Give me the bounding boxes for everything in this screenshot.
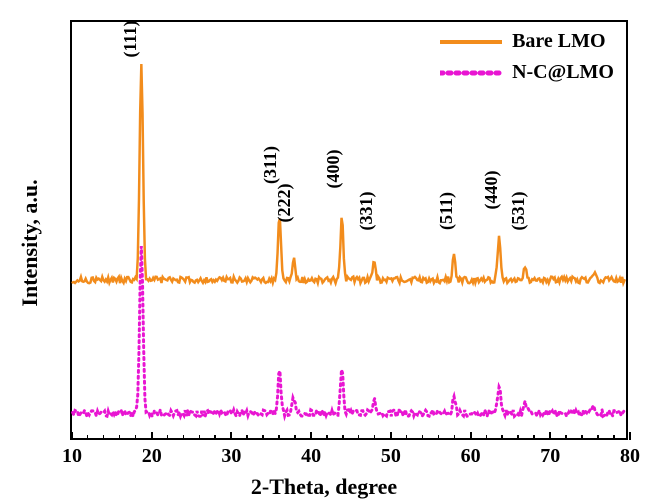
legend-label-bare-lmo: Bare LMO	[512, 30, 606, 53]
x-tick-major	[470, 432, 472, 440]
x-tick-minor	[581, 435, 583, 440]
x-tick-minor	[214, 435, 216, 440]
x-tick-minor	[374, 435, 376, 440]
y-axis-title: Intensity, a.u.	[17, 179, 43, 306]
x-tick-minor	[406, 435, 408, 440]
legend-entry-bare-lmo: Bare LMO	[440, 30, 614, 53]
x-tick-minor	[358, 435, 360, 440]
peak-label: (531)	[508, 192, 529, 231]
x-tick-label: 20	[142, 445, 162, 468]
x-tick-minor	[486, 435, 488, 440]
x-tick-major	[151, 432, 153, 440]
x-tick-major	[549, 432, 551, 440]
x-tick-label: 80	[620, 445, 640, 468]
legend-swatch-nc-lmo	[440, 64, 502, 82]
x-tick-major	[310, 432, 312, 440]
legend-label-nc-lmo: N-C@LMO	[512, 61, 614, 84]
x-tick-minor	[119, 435, 121, 440]
legend-swatch-bare-lmo	[440, 33, 502, 51]
x-tick-minor	[565, 435, 567, 440]
x-tick-label: 60	[461, 445, 481, 468]
x-tick-minor	[278, 435, 280, 440]
peak-label: (111)	[120, 20, 141, 57]
x-tick-minor	[422, 435, 424, 440]
x-tick-major	[230, 432, 232, 440]
legend-entry-nc-lmo: N-C@LMO	[440, 61, 614, 84]
peak-label: (511)	[436, 192, 457, 230]
x-tick-major	[71, 432, 73, 440]
plot-area: Bare LMO N-C@LMO 1020304050607080(111)(3…	[70, 20, 628, 440]
x-tick-minor	[294, 435, 296, 440]
x-tick-minor	[517, 435, 519, 440]
x-tick-label: 10	[62, 445, 82, 468]
x-tick-minor	[326, 435, 328, 440]
x-tick-minor	[342, 435, 344, 440]
series-n-c@lmo	[73, 246, 625, 416]
peak-label: (400)	[323, 150, 344, 189]
peak-label: (331)	[356, 192, 377, 231]
x-tick-minor	[613, 435, 615, 440]
x-tick-minor	[438, 435, 440, 440]
x-tick-minor	[501, 435, 503, 440]
x-tick-minor	[246, 435, 248, 440]
x-tick-minor	[597, 435, 599, 440]
x-tick-minor	[262, 435, 264, 440]
x-tick-minor	[454, 435, 456, 440]
legend: Bare LMO N-C@LMO	[440, 30, 614, 92]
x-tick-minor	[533, 435, 535, 440]
x-tick-label: 30	[221, 445, 241, 468]
x-tick-minor	[135, 435, 137, 440]
x-tick-minor	[103, 435, 105, 440]
x-axis-title: 2-Theta, degree	[251, 474, 397, 500]
peak-label: (311)	[260, 146, 281, 184]
x-tick-label: 50	[381, 445, 401, 468]
x-tick-label: 40	[301, 445, 321, 468]
series-bare-lmo	[73, 64, 625, 283]
x-tick-major	[390, 432, 392, 440]
x-tick-minor	[167, 435, 169, 440]
x-tick-minor	[183, 435, 185, 440]
x-tick-label: 70	[540, 445, 560, 468]
xrd-chart: Bare LMO N-C@LMO 10 20 30 40 50 60 70 80 (111) (3…	[0, 0, 648, 500]
peak-label: (440)	[481, 171, 502, 210]
x-tick-major	[629, 432, 631, 440]
peak-label: (222)	[274, 183, 295, 222]
x-tick-minor	[199, 435, 201, 440]
x-tick-minor	[87, 435, 89, 440]
